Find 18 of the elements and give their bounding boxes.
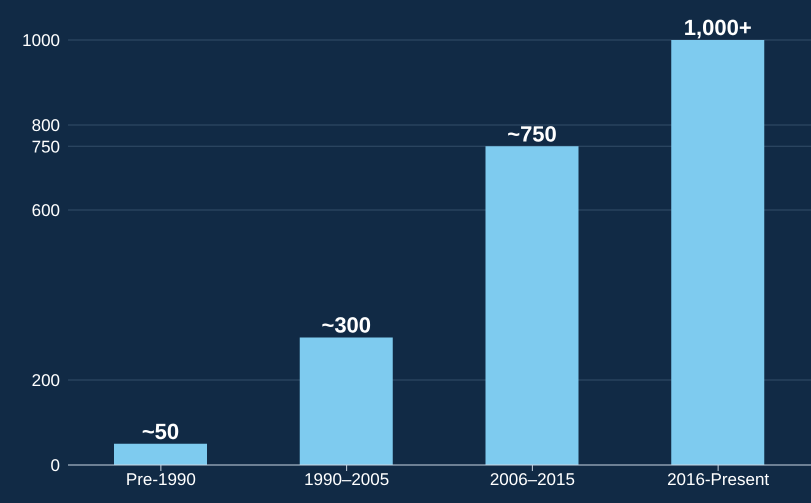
y-tick-label: 1000 [22, 31, 60, 50]
data-label: ~50 [142, 418, 180, 444]
x-tick-label: Pre-1990 [126, 470, 196, 490]
x-tick-label: 2016-Present [667, 470, 770, 490]
y-tick-label: 800 [32, 116, 60, 136]
x-tick-label: 1990–2005 [304, 470, 390, 490]
data-label: ~300 [321, 312, 372, 338]
y-tick-label: 750 [32, 137, 60, 156]
data-label: ~750 [507, 121, 557, 146]
bar [300, 338, 393, 465]
y-tick-label: 0 [50, 456, 60, 476]
y-tick-label: 600 [32, 201, 60, 220]
y-tick-label: 200 [32, 371, 60, 390]
bar [486, 146, 578, 465]
data-label: 1,000+ [684, 15, 752, 40]
bar [114, 444, 207, 465]
x-tick-label: 2006–2015 [490, 470, 575, 490]
bar [671, 40, 764, 465]
